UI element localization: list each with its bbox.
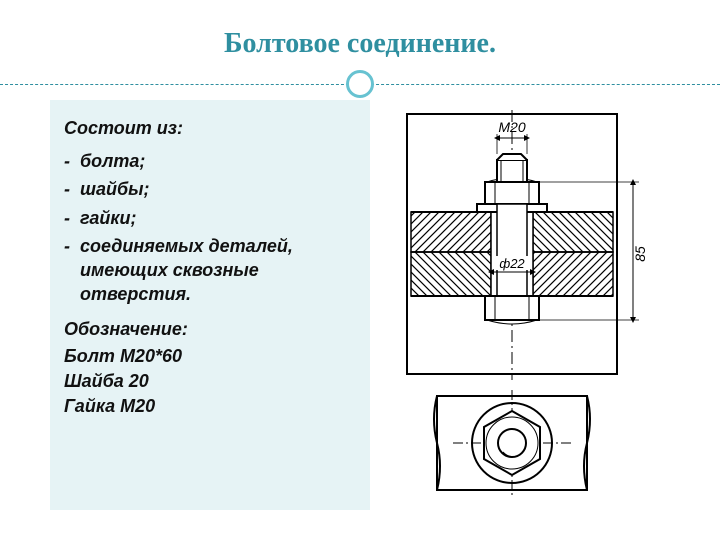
designation-line: Гайка М20 xyxy=(64,396,356,417)
slide: Болтовое соединение. Состоит из: болта; … xyxy=(0,0,720,540)
components-list: болта; шайбы; гайки; соединяемых деталей… xyxy=(64,149,356,307)
content-row: Состоит из: болта; шайбы; гайки; соединя… xyxy=(0,100,720,510)
list-item: шайбы; xyxy=(64,177,356,201)
top-view xyxy=(434,390,590,496)
section-view: М20 ф22 85 xyxy=(407,110,648,380)
dim-thread-label: М20 xyxy=(498,119,525,135)
components-heading: Состоит из: xyxy=(64,118,356,139)
dim-bore-label: ф22 xyxy=(499,256,525,271)
bolt-assembly-drawing: М20 ф22 85 xyxy=(395,104,665,504)
title-divider xyxy=(0,70,720,100)
drawing-panel: М20 ф22 85 xyxy=(370,100,690,510)
dim-height-label: 85 xyxy=(632,246,648,262)
designation-line: Болт М20*60 xyxy=(64,346,356,367)
designation-heading: Обозначение: xyxy=(64,319,356,340)
divider-circle-icon xyxy=(346,70,374,98)
list-item: соединяемых деталей, имеющих сквозные от… xyxy=(64,234,356,307)
list-item: болта; xyxy=(64,149,356,173)
list-item: гайки; xyxy=(64,206,356,230)
designation-line: Шайба 20 xyxy=(64,371,356,392)
text-panel: Состоит из: болта; шайбы; гайки; соединя… xyxy=(50,100,370,510)
page-title: Болтовое соединение. xyxy=(0,0,720,70)
